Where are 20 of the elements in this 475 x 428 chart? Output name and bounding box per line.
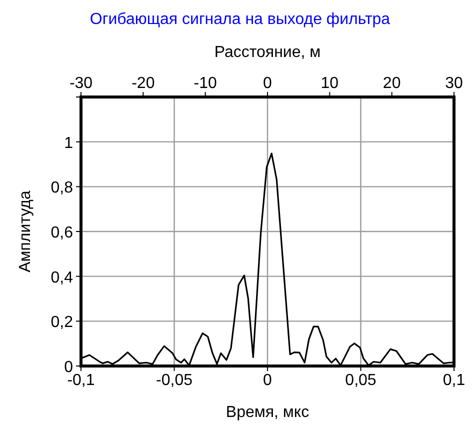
- y-tick-label: 1: [64, 134, 74, 152]
- y-tick-label: 0,8: [50, 180, 74, 197]
- x-tick-label: 0,05: [345, 372, 376, 389]
- x-tick-label: 0,1: [442, 372, 466, 389]
- y-tick-label: 0,6: [50, 224, 74, 242]
- x2-tick-label: -30: [69, 75, 93, 92]
- y-axis-title: Амплитуда: [17, 190, 34, 272]
- x2-axis-title: Расстояние, м: [214, 44, 321, 61]
- x2-tick-label: 20: [382, 75, 401, 92]
- y-tick-label: 0,2: [50, 314, 74, 332]
- x-tick-label: -0,05: [156, 372, 193, 389]
- chart-title: Огибающая сигнала на выходе фильтра: [90, 11, 390, 28]
- x-axis-title: Время, мкс: [226, 404, 310, 421]
- x2-tick-label: 0: [263, 75, 272, 92]
- x2-tick-label: 10: [320, 75, 339, 92]
- y-tick-label: 0,4: [50, 269, 74, 286]
- x2-tick-label: -10: [194, 75, 217, 92]
- x2-tick-label: 30: [445, 75, 463, 92]
- x-tick-label: 0: [263, 372, 272, 389]
- x2-tick-label: -20: [132, 75, 155, 92]
